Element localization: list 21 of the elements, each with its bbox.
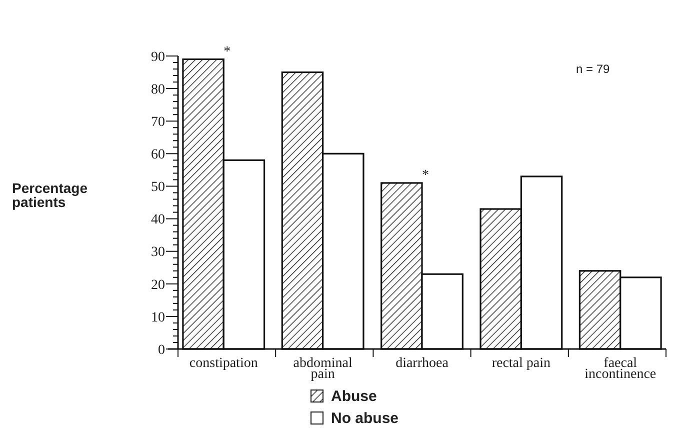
y-tick-label: 10 xyxy=(151,310,165,326)
legend-label: No abuse xyxy=(331,410,399,427)
annotation: * xyxy=(224,44,231,60)
y-tick-label: 20 xyxy=(151,278,165,293)
annotation: n = 79 xyxy=(576,62,610,76)
x-tick-label: rectal pain xyxy=(492,356,551,371)
x-tick-label: constipation xyxy=(189,356,258,371)
y-tick-label: 70 xyxy=(151,115,165,130)
legend-label: Abuse xyxy=(331,388,377,405)
x-tick-label: faecal incontinence xyxy=(584,356,656,382)
y-tick-label: 50 xyxy=(151,180,165,196)
y-tick-label: 90 xyxy=(151,50,165,65)
annotation: * xyxy=(422,168,429,183)
y-tick-label: 40 xyxy=(151,212,165,228)
y-axis-title: Percentage patients xyxy=(12,180,88,210)
y-tick-label: 30 xyxy=(151,245,165,260)
y-tick-label: 0 xyxy=(158,342,165,358)
x-tick-label: abdominal pain xyxy=(293,356,352,382)
y-tick-label: 80 xyxy=(151,82,165,98)
y-tick-label: 60 xyxy=(151,148,165,163)
x-tick-label: diarrhoea xyxy=(396,356,450,371)
